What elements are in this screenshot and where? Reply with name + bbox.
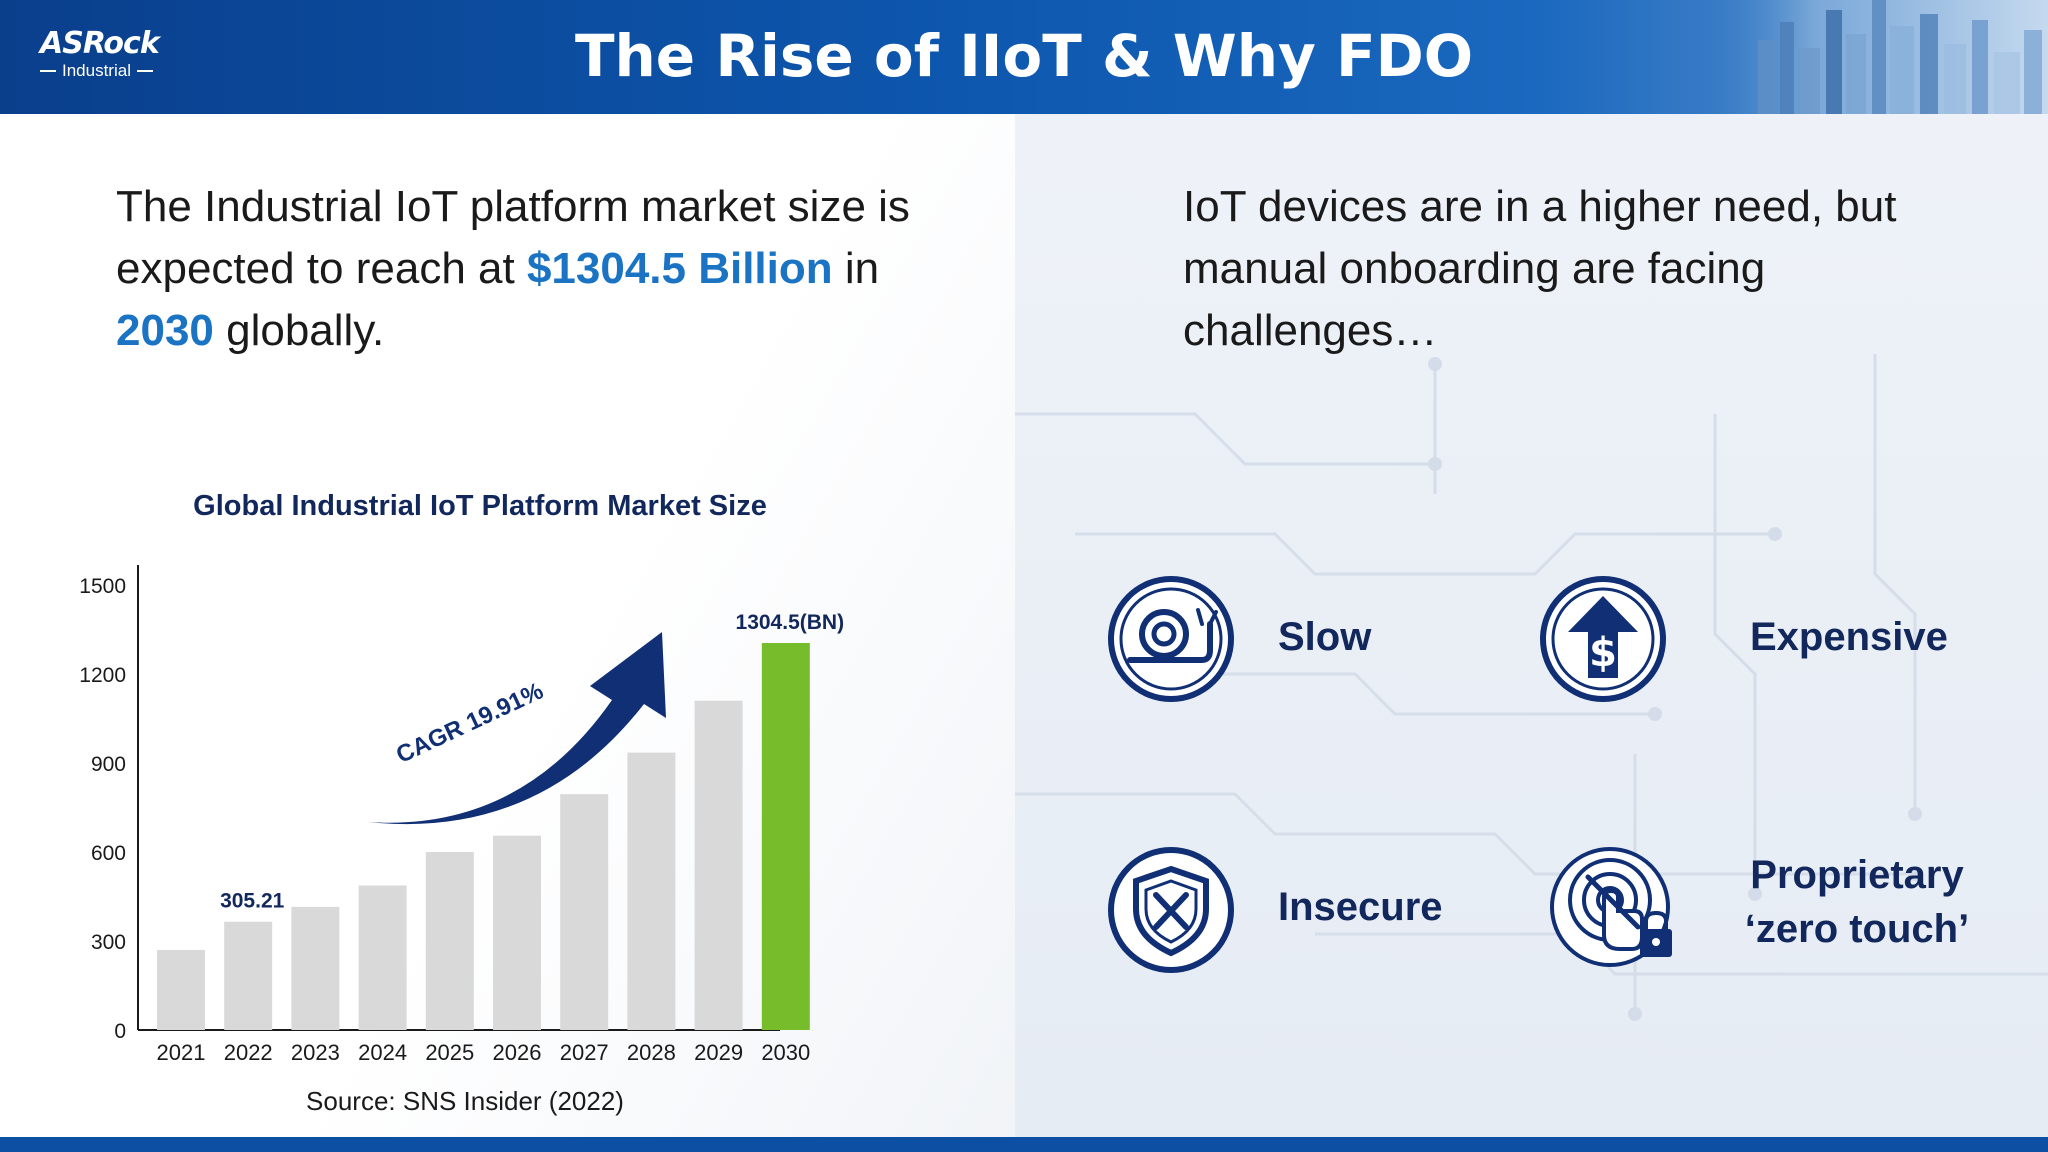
svg-text:$: $ (1589, 630, 1617, 676)
x-tick-label: 2022 (224, 1040, 273, 1065)
touch-lock-icon (1550, 847, 1672, 967)
y-tick-label: 1500 (79, 575, 126, 598)
x-tick-label: 2030 (761, 1040, 810, 1065)
issue-slow: Slow (1278, 615, 1372, 659)
x-tick-label: 2026 (493, 1040, 542, 1065)
market-size-statement: The Industrial IoT platform market size … (116, 176, 916, 362)
y-tick-label: 1200 (79, 664, 126, 687)
x-tick-label: 2024 (358, 1040, 407, 1065)
cagr-arrow (368, 632, 666, 825)
bar-2026 (493, 835, 541, 1030)
market-size-bar-chart: 0 300 600 900 1200 1500 2021 2022 305.21 2023 2024… (79, 565, 845, 1065)
statement-amount: $1304.5 Billion (526, 244, 833, 293)
bar-2025 (425, 852, 474, 1030)
x-tick-label: 2023 (291, 1040, 340, 1065)
data-label-2022: 305.21 (220, 890, 285, 913)
bar-2022 (224, 921, 273, 1030)
bar-2028 (627, 752, 676, 1030)
statement-text-2: in (832, 244, 880, 293)
x-tick-label: 2027 (560, 1040, 609, 1065)
y-tick-label: 300 (91, 931, 126, 954)
dollar-up-arrow-icon: $ (1540, 576, 1666, 702)
onboarding-challenges-statement: IoT devices are in a higher need, but ma… (1183, 182, 1897, 355)
bar-2023 (291, 906, 340, 1030)
city-skyline-image (1688, 0, 2048, 114)
x-tick-label: 2021 (157, 1040, 206, 1065)
logo-subtitle: Industrial (40, 62, 190, 80)
x-tick-label: 2028 (627, 1040, 676, 1065)
issue-proprietary-zero-touch: Proprietary ‘zero touch’ (1744, 853, 1970, 951)
chart-title: Global Industrial IoT Platform Market Si… (193, 490, 767, 522)
x-tick-label: 2025 (425, 1040, 474, 1065)
x-tick-label: 2029 (694, 1040, 743, 1065)
bar-2021 (157, 949, 205, 1030)
y-tick-label: 900 (91, 753, 126, 776)
header-bar: ASRock Industrial The Rise of IIoT & Why… (0, 0, 2048, 114)
snail-icon (1108, 576, 1234, 702)
shield-x-icon (1108, 847, 1234, 973)
issue-expensive: Expensive (1750, 615, 1948, 659)
asrock-industrial-logo: ASRock Industrial (40, 28, 190, 80)
footer-bar (0, 1137, 2048, 1152)
y-tick-label: 600 (91, 842, 126, 865)
statement-text-3: globally. (213, 306, 385, 355)
bar-2029 (694, 700, 743, 1030)
issue-insecure: Insecure (1278, 885, 1443, 929)
logo-wordmark: ASRock (40, 26, 160, 61)
statement-text-1: The Industrial IoT platform market size … (116, 182, 910, 293)
logo-subtitle-text: Industrial (62, 61, 131, 80)
statement-year: 2030 (116, 306, 214, 355)
cagr-annotation: CAGR 19.91% (392, 677, 547, 769)
data-label-2030: 1304.5(BN) (736, 611, 845, 634)
page-title: The Rise of IIoT & Why FDO (574, 22, 1474, 90)
y-tick-label: 0 (114, 1020, 126, 1043)
bar-2027 (560, 794, 609, 1030)
bar-2024 (358, 885, 407, 1030)
chart-source: Source: SNS Insider (2022) (306, 1086, 624, 1116)
bar-2030 (761, 642, 810, 1030)
